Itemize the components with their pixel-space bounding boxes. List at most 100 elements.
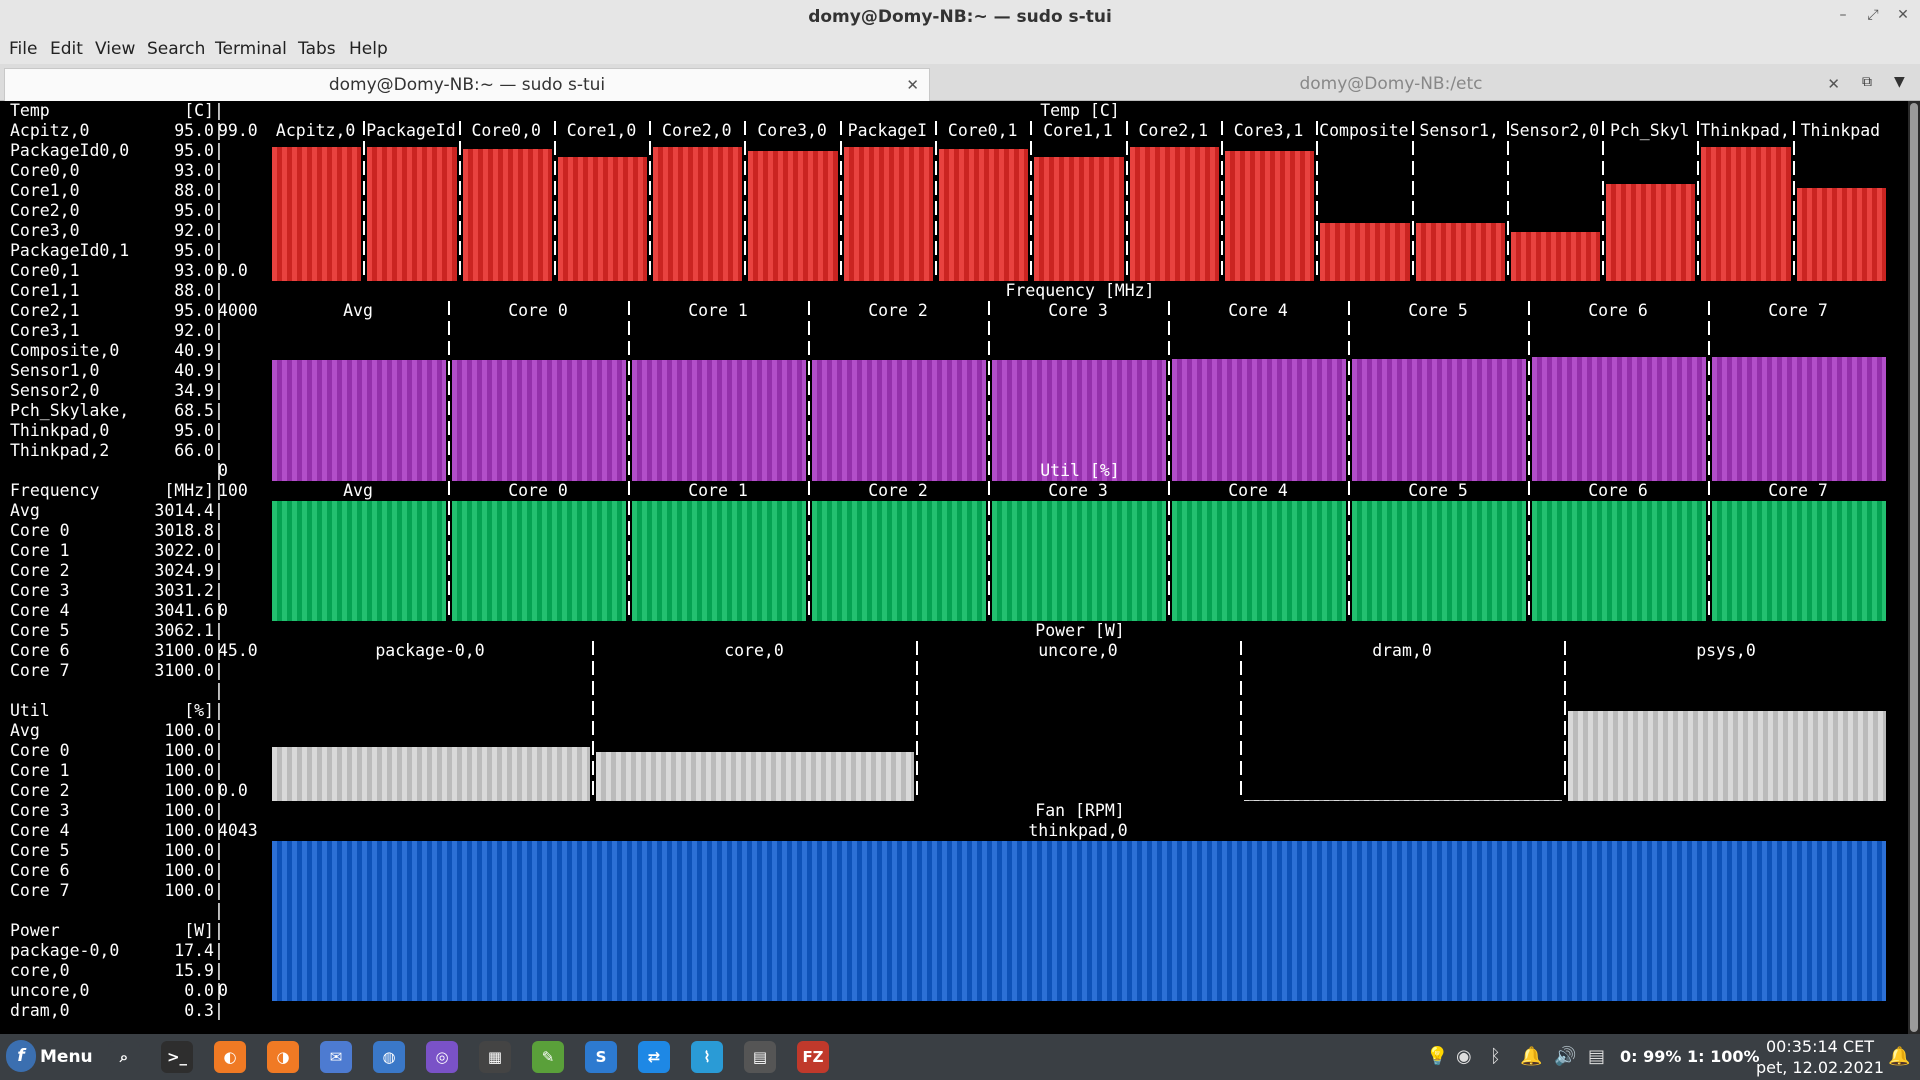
temp-column-separator xyxy=(1792,121,1795,281)
temp-column-label: PackageId xyxy=(366,121,456,140)
terminal-icon[interactable]: >_ xyxy=(161,1041,193,1073)
firefox-icon[interactable]: ◑ xyxy=(267,1041,299,1073)
freq-column-label: Core 7 xyxy=(1768,301,1828,320)
util-column-label: Core 5 xyxy=(1408,481,1468,500)
signal-icon[interactable]: ◍ xyxy=(373,1041,405,1073)
freq-column-separator xyxy=(1348,301,1350,481)
scrollbar-thumb[interactable] xyxy=(1910,103,1918,1032)
util-column-separator xyxy=(1168,481,1170,621)
sidebar-separator: | xyxy=(214,841,224,860)
sidebar-separator: | xyxy=(214,341,224,360)
freq-column-label: Core 1 xyxy=(688,301,748,320)
search-icon[interactable]: ⌕ xyxy=(108,1041,140,1073)
bluetooth-icon[interactable]: ᛒ xyxy=(1490,1046,1501,1067)
util-bar xyxy=(1172,501,1346,621)
sidebar-label: Core 2 xyxy=(10,781,70,800)
util-ymax-label: 100 xyxy=(218,481,248,500)
sidebar-label: Core0,0 xyxy=(10,161,80,180)
power-bar xyxy=(272,747,590,801)
sidebar-label: Core1,1 xyxy=(10,281,80,300)
system-monitor-icon[interactable]: ⌇ xyxy=(691,1041,723,1073)
tab-list-chevron-down-icon[interactable]: ▼ xyxy=(1894,74,1905,90)
menu-search[interactable]: Search xyxy=(147,39,206,59)
temp-column-label: Core0,1 xyxy=(947,121,1018,140)
tab-home-stui[interactable]: domy@Domy-NB:~ — sudo s-tui ✕ xyxy=(4,68,930,101)
util-ymin-label: 0 xyxy=(218,601,228,620)
sidebar-separator: | xyxy=(214,941,224,960)
filezilla-icon[interactable]: FZ xyxy=(797,1041,829,1073)
mail-icon[interactable]: ✉ xyxy=(320,1041,352,1073)
tab-close-icon[interactable]: ✕ xyxy=(906,76,919,94)
volume-icon[interactable]: 🔊 xyxy=(1554,1046,1577,1067)
fan-graph-title: Fan [RPM] xyxy=(1035,801,1125,820)
tab-etc[interactable]: domy@Domy-NB:/etc ✕ xyxy=(932,68,1850,100)
teamviewer-icon[interactable]: ⇄ xyxy=(638,1041,670,1073)
scrollbar[interactable] xyxy=(1908,101,1920,1034)
sidebar-label: Core 1 xyxy=(10,761,70,780)
freq-column-label: Core 5 xyxy=(1408,301,1468,320)
viber-tray-icon[interactable]: ◉ xyxy=(1456,1046,1472,1067)
sidebar-label: Core 7 xyxy=(10,661,70,680)
menu-help[interactable]: Help xyxy=(349,39,388,59)
menu-view[interactable]: View xyxy=(95,39,136,59)
close-icon[interactable]: ✕ xyxy=(1897,7,1909,23)
new-tab-icon[interactable]: ⧉ xyxy=(1862,74,1872,90)
temp-column-separator xyxy=(1697,121,1700,281)
sidebar-label: Core 6 xyxy=(10,641,70,660)
start-menu-button[interactable]: f Menu xyxy=(4,1040,93,1074)
clock-time: 00:35:14 CET xyxy=(1765,1037,1874,1056)
sidebar-separator: | xyxy=(214,221,224,240)
freq-bar xyxy=(812,360,986,481)
sidebar-separator: | xyxy=(214,801,224,820)
util-column-separator xyxy=(1528,481,1530,621)
temp-bar xyxy=(272,147,362,281)
sidebar-separator: | xyxy=(214,681,224,700)
util-column-label: Core 2 xyxy=(868,481,928,500)
menu-edit[interactable]: Edit xyxy=(50,39,83,59)
temp-column-label: Thinkpad, xyxy=(1700,121,1790,140)
calculator-icon[interactable]: ▦ xyxy=(479,1041,511,1073)
file-manager-icon[interactable]: ▤ xyxy=(744,1041,776,1073)
temp-bar xyxy=(367,147,457,281)
notification-icon[interactable]: 🔔 xyxy=(1520,1046,1543,1067)
sidebar-value: 95.0 xyxy=(174,141,214,160)
temp-column-label: Core2,0 xyxy=(662,121,732,140)
skype-icon[interactable]: S xyxy=(585,1041,617,1073)
temp-column-separator xyxy=(1602,121,1605,281)
bell-icon[interactable]: 🔔 xyxy=(1888,1046,1911,1067)
sidebar-separator: | xyxy=(214,281,224,300)
restore-icon[interactable]: ⤢ xyxy=(1867,7,1879,23)
menu-file[interactable]: File xyxy=(9,39,38,59)
freq-column-separator xyxy=(1168,301,1170,481)
firefox-icon[interactable]: ◐ xyxy=(214,1041,246,1073)
sidebar-value: 100.0 xyxy=(164,721,214,740)
temp-bar xyxy=(1701,147,1791,281)
tab-close-icon[interactable]: ✕ xyxy=(1827,75,1840,93)
util-column-label: Core 0 xyxy=(508,481,568,500)
freq-ymin-label: 0 xyxy=(218,461,228,480)
redshift-icon[interactable]: 💡 xyxy=(1426,1046,1449,1067)
viber-icon[interactable]: ◎ xyxy=(426,1041,458,1073)
sidebar-value xyxy=(0,901,214,921)
battery-icon[interactable]: ▤ xyxy=(1588,1046,1606,1067)
freq-column-label: Core 0 xyxy=(508,301,568,320)
sidebar-label: PackageId0,1 xyxy=(10,241,130,260)
temp-graph-title: Temp [C] xyxy=(1040,101,1120,120)
freq-column-label: Core 4 xyxy=(1228,301,1288,320)
temp-column-separator xyxy=(553,121,556,281)
sidebar-separator: | xyxy=(214,101,224,120)
sidebar-label: Core3,0 xyxy=(10,221,80,240)
temp-column-label: Core1,1 xyxy=(1043,121,1113,140)
tab-label: domy@Domy-NB:~ — sudo s-tui xyxy=(328,75,606,95)
battery-status[interactable]: 0: 99% 1: 100% xyxy=(1620,1047,1760,1066)
clock[interactable]: 00:35:14 CET pet, 12.02.2021 xyxy=(1756,1036,1884,1078)
minimize-icon[interactable]: – xyxy=(1839,7,1847,23)
terminal-area[interactable]: Temp [C] | Acpitz,0 95.0 | PackageId0,0 95.0 | Co… xyxy=(0,101,1908,1034)
menu-terminal[interactable]: Terminal xyxy=(215,39,287,59)
temp-bar xyxy=(748,151,838,281)
menu-tabs[interactable]: Tabs xyxy=(298,39,336,59)
sidebar-separator: | xyxy=(214,821,224,840)
sidebar-value: 100.0 xyxy=(164,781,214,800)
dbeaver-icon[interactable]: ✎ xyxy=(532,1041,564,1073)
freq-column-separator xyxy=(1708,301,1710,481)
